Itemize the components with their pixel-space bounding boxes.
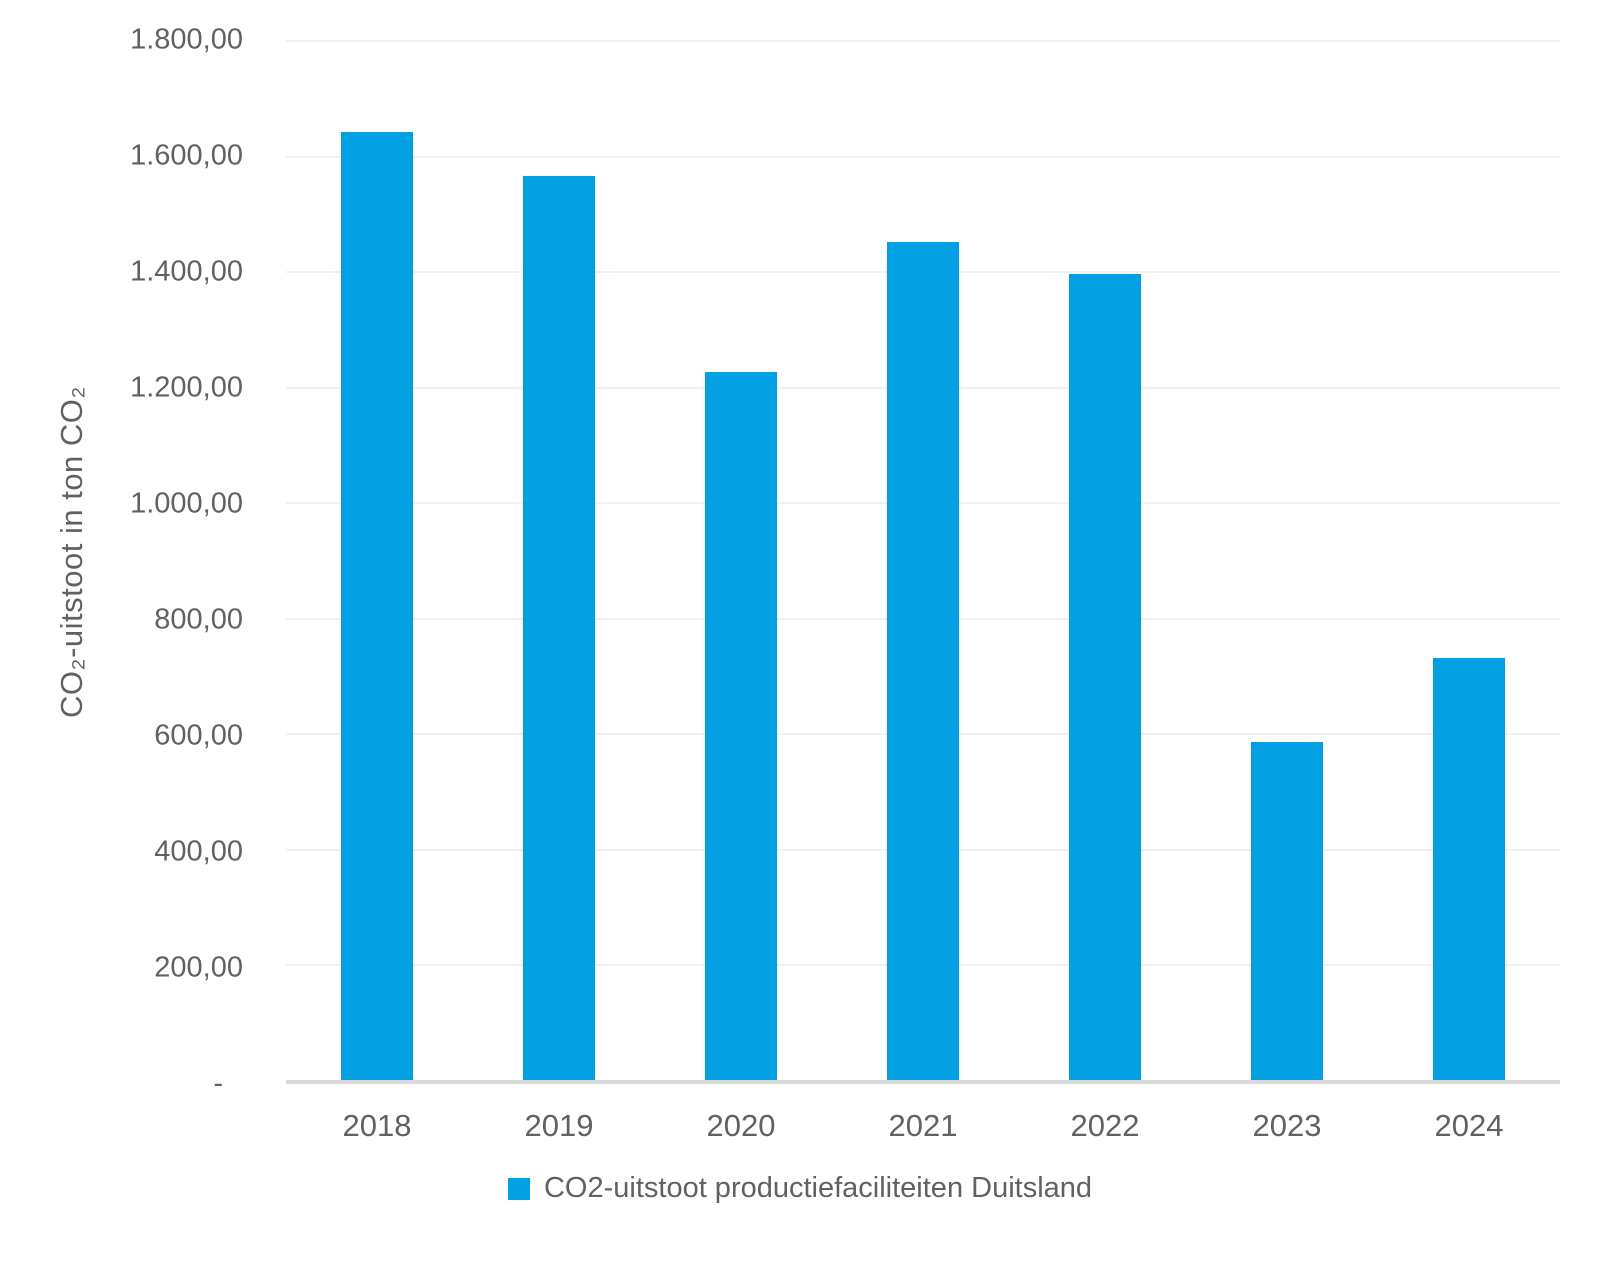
plot-area	[286, 40, 1560, 1084]
legend-series-label: CO2-uitstoot productiefaciliteiten Duits…	[543, 1172, 1093, 1204]
bar-2021	[887, 242, 959, 1080]
y-tick-label-800: 800,00	[154, 603, 243, 636]
y-tick-label-1400: 1.400,00	[130, 255, 243, 288]
bar-2019	[523, 175, 595, 1080]
legend: CO2-uitstoot productiefaciliteiten Duits…	[0, 1172, 1600, 1205]
y-tick-label-1200: 1.200,00	[130, 371, 243, 404]
bar-slot-2022	[1014, 40, 1196, 1080]
y-tick-label-1800: 1.800,00	[130, 23, 243, 56]
y-tick-label-1600: 1.600,00	[130, 139, 243, 172]
y-tick-label-1000: 1.000,00	[130, 487, 243, 520]
bar-2022	[1069, 274, 1141, 1080]
x-tick-label-2018: 2018	[342, 1108, 412, 1143]
y-axis-tick-labels: 1.800,00 1.600,00 1.400,00 1.200,00 1.000,00…	[0, 24, 243, 1100]
bar-slot-2018	[286, 40, 468, 1080]
bar-slot-2021	[832, 40, 1014, 1080]
gridline-1600	[286, 155, 1560, 158]
y-tick-label-400: 400,00	[154, 835, 243, 868]
y-tick-label-0: -	[213, 1067, 223, 1100]
bar-2023	[1251, 742, 1323, 1080]
bar-series-layer	[286, 40, 1560, 1080]
x-axis-tick-labels: 2018 2019 2020 2021 2022 2023 2024	[286, 1108, 1560, 1144]
bar-slot-2020	[650, 40, 832, 1080]
bar-2018	[341, 132, 413, 1080]
gridline-1800	[286, 40, 1560, 42]
y-tick-label-200: 200,00	[154, 951, 243, 984]
bar-2020	[705, 372, 777, 1080]
x-tick-label-2019: 2019	[524, 1108, 594, 1143]
x-tick-label-2021: 2021	[888, 1108, 958, 1143]
bar-slot-2024	[1378, 40, 1560, 1080]
x-tick-label-2023: 2023	[1252, 1108, 1322, 1143]
y-tick-label-600: 600,00	[154, 719, 243, 752]
bar-slot-2023	[1196, 40, 1378, 1080]
legend-marker-icon	[507, 1177, 530, 1200]
x-tick-label-2024: 2024	[1434, 1108, 1504, 1143]
x-tick-label-2022: 2022	[1070, 1108, 1140, 1143]
bar-2024	[1433, 658, 1505, 1080]
bar-slot-2019	[468, 40, 650, 1080]
x-tick-label-2020: 2020	[706, 1108, 776, 1143]
